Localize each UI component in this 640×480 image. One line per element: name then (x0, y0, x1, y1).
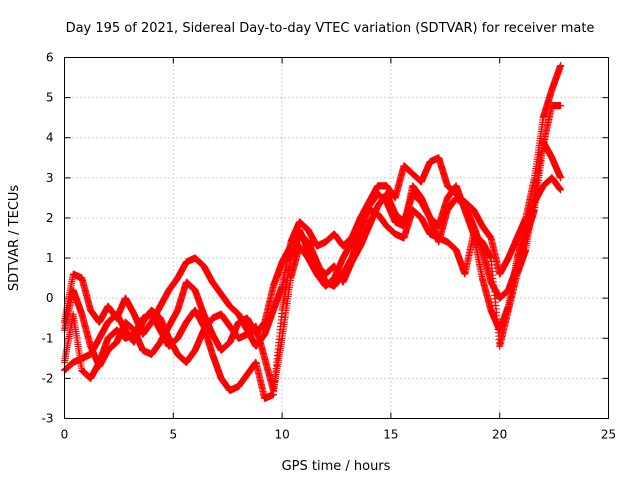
chart-title: Day 195 of 2021, Sidereal Day-to-day VTE… (66, 21, 595, 36)
y-tick-label: -3 (42, 412, 54, 426)
x-tick-label: 20 (492, 428, 507, 442)
data-points (61, 62, 565, 402)
x-tick-label: 0 (61, 428, 69, 442)
y-tick-label: 1 (46, 251, 54, 265)
y-tick-label: 0 (46, 291, 54, 305)
x-tick-label: 25 (601, 428, 616, 442)
y-tick-labels: -3 -2 -1 0 1 2 3 4 5 6 (42, 51, 54, 426)
y-tick-label: 4 (46, 131, 54, 145)
x-tick-label: 5 (169, 428, 177, 442)
x-tick-labels: 0 5 10 15 20 25 (61, 428, 616, 442)
y-tick-label: 6 (46, 51, 54, 65)
y-tick-label: 2 (46, 211, 54, 225)
y-tick-label: -2 (42, 371, 54, 385)
x-tick-label: 15 (383, 428, 398, 442)
y-tick-label: 5 (46, 91, 54, 105)
y-tick-label: -1 (42, 331, 54, 345)
series-trace-4 (61, 174, 565, 402)
x-tick-label: 10 (274, 428, 289, 442)
y-tick-label: 3 (46, 171, 54, 185)
data-point (557, 62, 565, 70)
